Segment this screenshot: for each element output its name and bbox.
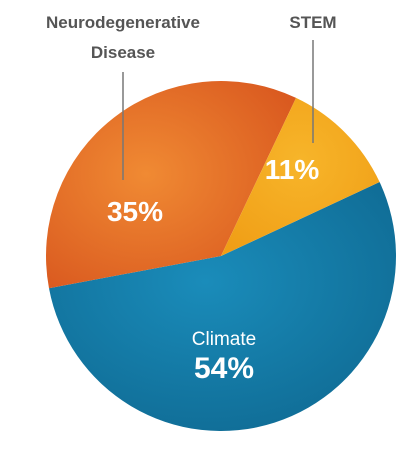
- pie-slices: [46, 81, 397, 432]
- value-label-climate: 54%: [194, 352, 254, 385]
- label-neurodegenerative-line2: Disease: [91, 43, 155, 62]
- slice-neurodegenerative-disease: [46, 81, 297, 289]
- label-climate: Climate: [192, 329, 256, 350]
- value-label-neurodegenerative: 35%: [107, 196, 163, 227]
- value-label-stem: 11%: [265, 154, 320, 185]
- label-stem: STEM: [289, 13, 336, 32]
- leader-lines: [122, 40, 314, 180]
- slice-stem: [221, 97, 380, 256]
- label-neurodegenerative-line1: Neurodegenerative: [46, 13, 200, 32]
- slice-climate: [48, 182, 397, 432]
